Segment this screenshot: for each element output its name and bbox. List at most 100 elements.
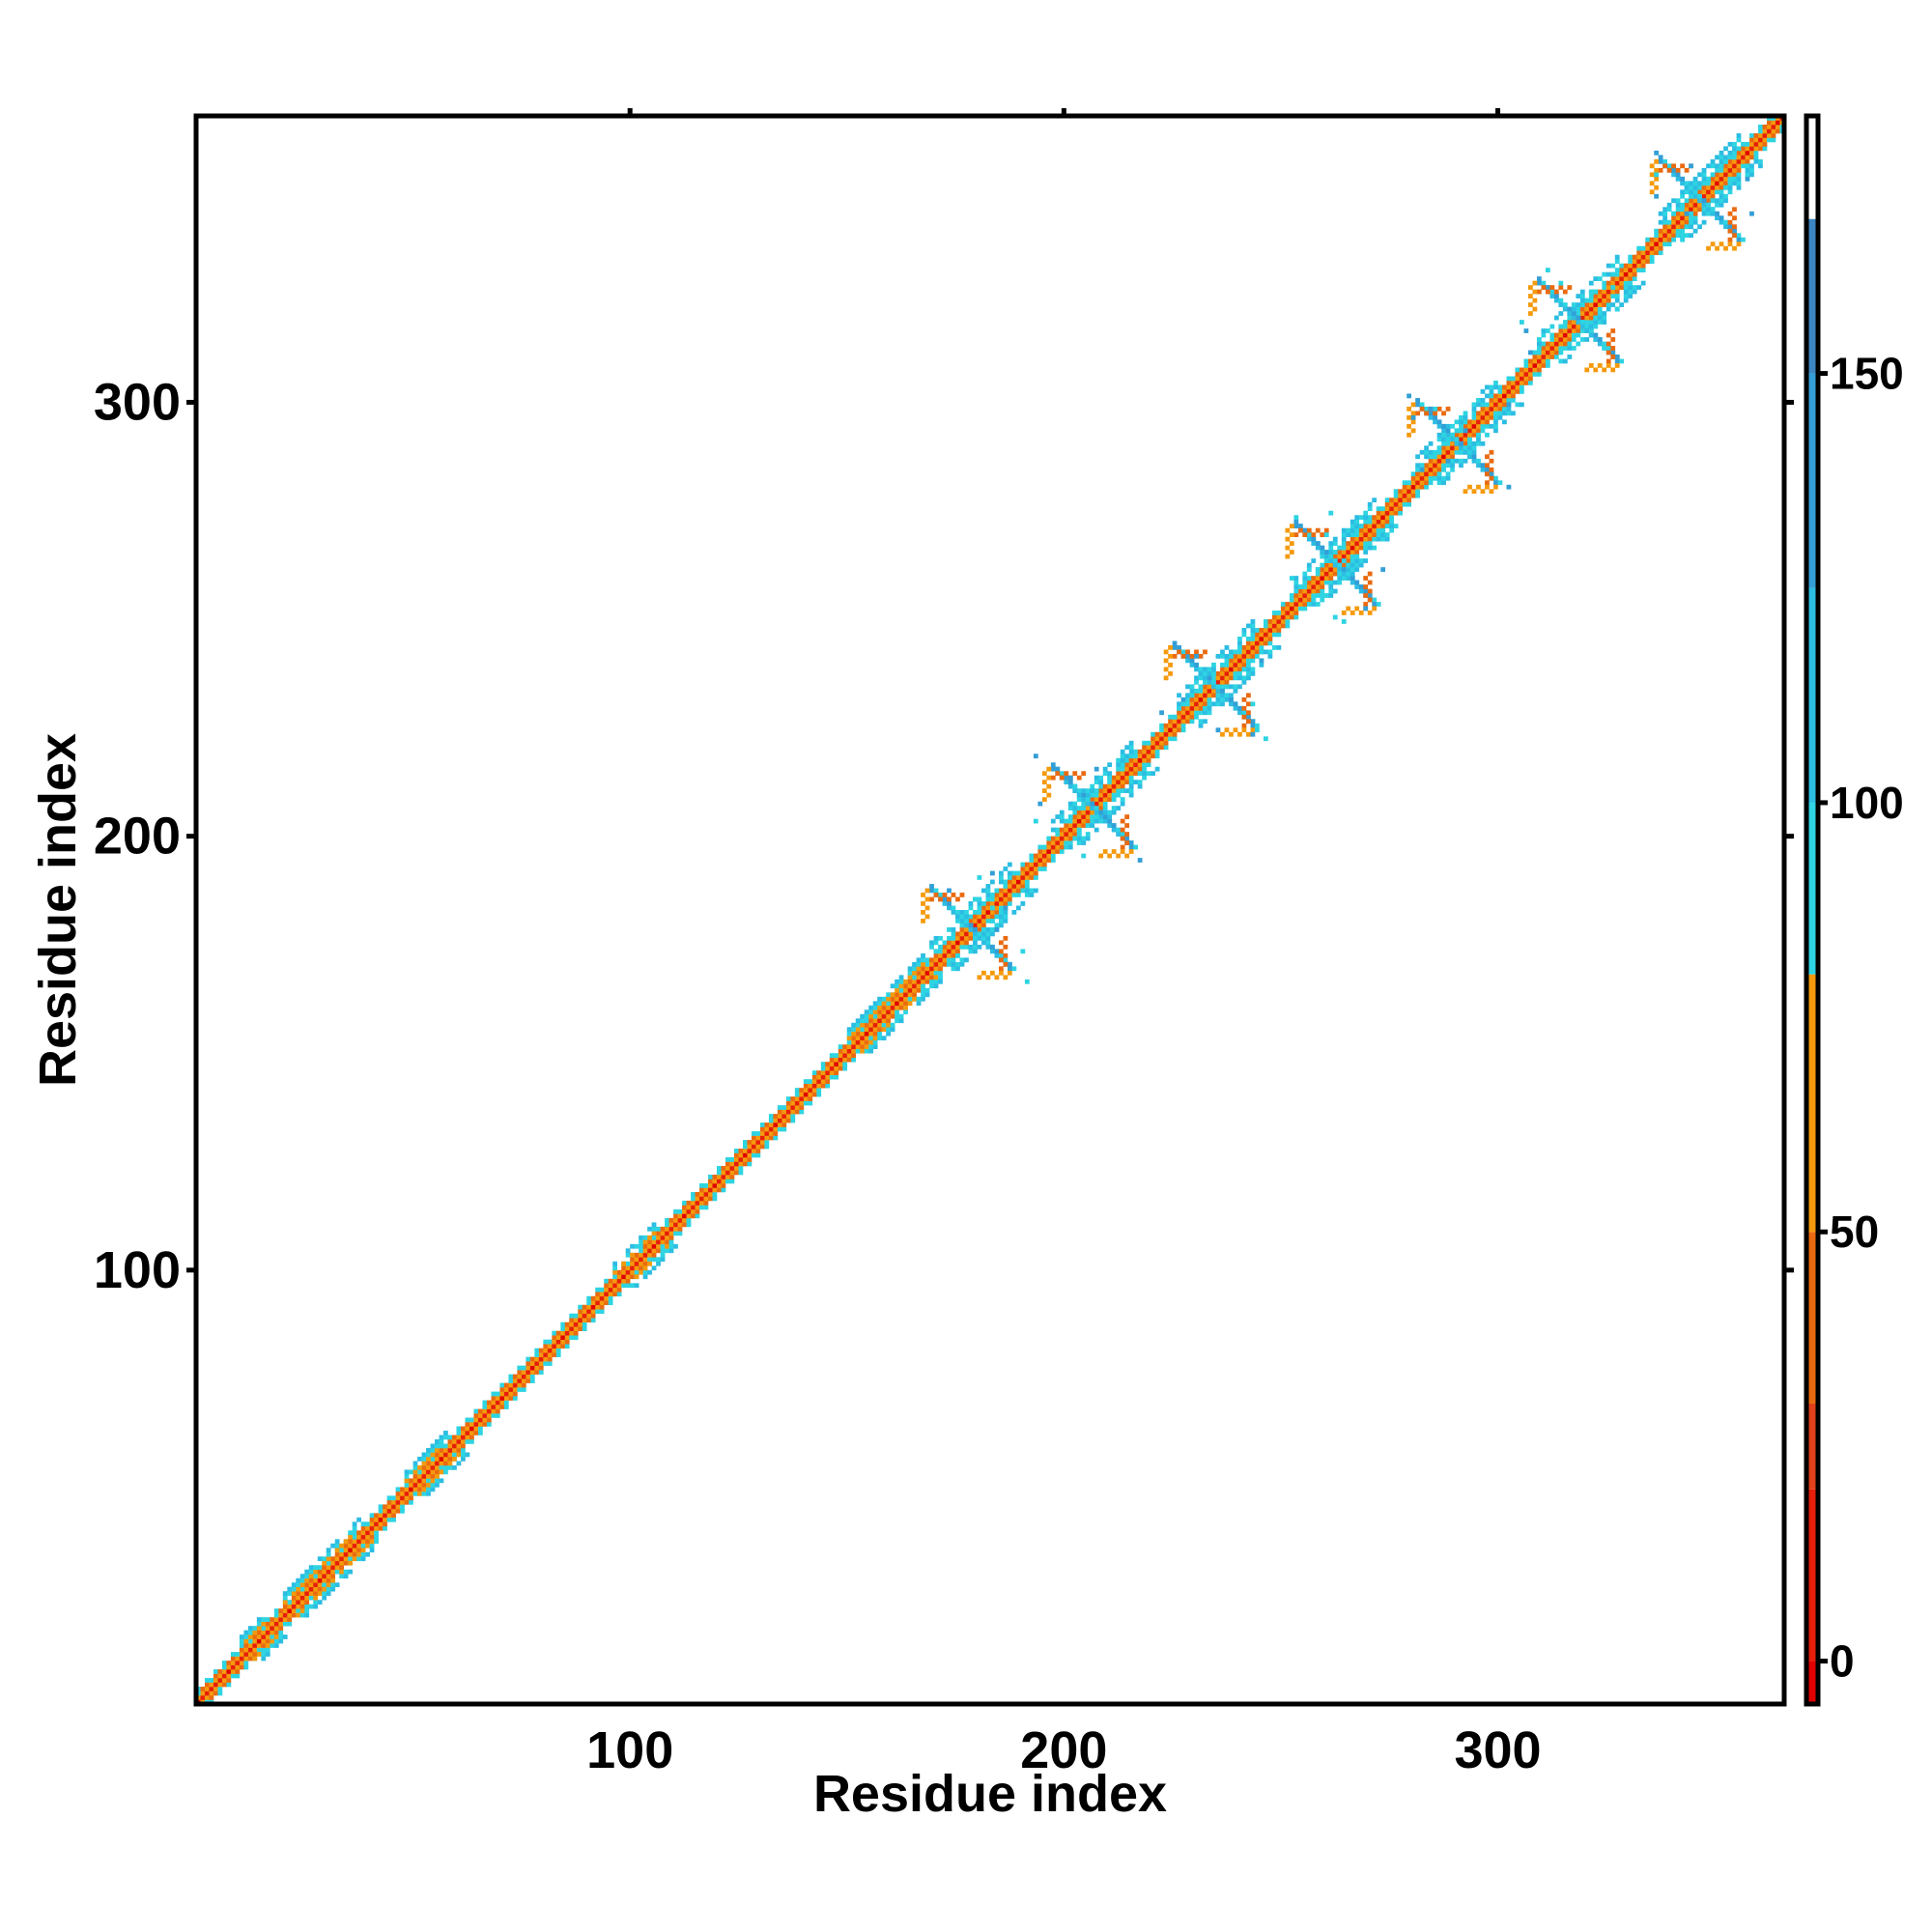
heatmap-cell (1085, 797, 1091, 802)
heatmap-cell (1220, 701, 1225, 707)
heatmap-cell (439, 1443, 444, 1449)
heatmap-cell (621, 1278, 626, 1284)
heatmap-cell (955, 896, 960, 902)
heatmap-cell (412, 1464, 418, 1470)
heatmap-cell (977, 931, 982, 937)
heatmap-cell (1593, 289, 1599, 295)
heatmap-cell (573, 1318, 579, 1323)
heatmap-cell (1293, 532, 1299, 537)
heatmap-cell (221, 1664, 227, 1670)
heatmap-cell (1116, 806, 1122, 810)
heatmap-cell (296, 1608, 301, 1613)
heatmap-cell (1250, 658, 1256, 664)
heatmap-cell (378, 1513, 384, 1519)
heatmap-cell (642, 1252, 648, 1258)
heatmap-cell (313, 1586, 319, 1592)
heatmap-cell (1715, 189, 1719, 195)
heatmap-cell (282, 1617, 288, 1622)
heatmap-cell (951, 949, 956, 954)
heatmap-cell (1323, 576, 1329, 581)
heatmap-cell (1727, 228, 1733, 234)
heatmap-cell (947, 961, 952, 967)
heatmap-cell (1011, 966, 1017, 972)
heatmap-cell (816, 1070, 822, 1075)
heatmap-cell (1076, 836, 1082, 841)
y-tick-label: 300 (94, 373, 181, 431)
heatmap-cell (1511, 388, 1516, 394)
heatmap-cell (477, 1426, 483, 1432)
heatmap-cell (1597, 337, 1603, 342)
heatmap-cell (1567, 346, 1573, 351)
heatmap-cell (820, 1083, 826, 1089)
heatmap-cell (1671, 211, 1676, 216)
heatmap-cell (512, 1382, 518, 1388)
heatmap-cell (230, 1673, 236, 1679)
heatmap-cell (933, 970, 939, 976)
heatmap-cell (582, 1313, 587, 1319)
heatmap-cell (781, 1105, 787, 1110)
heatmap-cell (1076, 792, 1082, 798)
heatmap-cell (426, 1473, 431, 1479)
heatmap-cell (1489, 467, 1494, 472)
heatmap-cell (326, 1577, 331, 1583)
heatmap-cell (1124, 823, 1130, 828)
heatmap-cell (278, 1638, 284, 1644)
heatmap-cell (1233, 684, 1238, 690)
heatmap-cell (1215, 670, 1221, 676)
heatmap-cell (1579, 294, 1585, 298)
heatmap-cell (1662, 219, 1668, 225)
heatmap-cell (313, 1591, 319, 1596)
heatmap-cell (1203, 701, 1208, 707)
heatmap-cell (1029, 858, 1035, 863)
heatmap-cell (599, 1300, 605, 1306)
heatmap-cell (1142, 745, 1147, 751)
heatmap-cell (1081, 836, 1087, 841)
heatmap-cell (1046, 840, 1052, 845)
heatmap-cell (921, 970, 925, 976)
heatmap-cell (1276, 645, 1282, 650)
heatmap-cell (1311, 541, 1317, 546)
heatmap-cell (938, 949, 943, 954)
heatmap-cell (1727, 189, 1733, 195)
heatmap-cell (1454, 440, 1460, 446)
heatmap-cell (1715, 181, 1719, 186)
heatmap-cell (898, 996, 904, 1002)
heatmap-cell (1684, 215, 1690, 221)
heatmap-cell (1293, 524, 1299, 529)
heatmap-cell (1315, 602, 1321, 607)
heatmap-cell (1567, 306, 1573, 312)
heatmap-cell (1753, 132, 1759, 138)
heatmap-cell (777, 1105, 782, 1110)
x-tick-label: 300 (1454, 1721, 1541, 1779)
heatmap-cell (1471, 419, 1477, 425)
heatmap-cell (1384, 506, 1390, 512)
heatmap-cell (1237, 645, 1242, 650)
heatmap-cell (313, 1577, 319, 1583)
heatmap-cell (1424, 475, 1429, 481)
heatmap-cell (1605, 346, 1611, 351)
heatmap-cell (1059, 836, 1065, 841)
heatmap-cell (1376, 602, 1381, 607)
heatmap-cell (816, 1088, 822, 1093)
heatmap-cell (1384, 510, 1390, 516)
heatmap-cell (1558, 341, 1564, 347)
heatmap-cell (1384, 519, 1390, 525)
heatmap-cell (1064, 823, 1069, 828)
heatmap-cell (829, 1065, 835, 1071)
heatmap-cell (421, 1461, 427, 1466)
heatmap-cell (204, 1687, 210, 1691)
heatmap-cell (1732, 158, 1737, 164)
heatmap-cell (217, 1682, 223, 1688)
heatmap-cell (1767, 120, 1772, 126)
heatmap-cell (1055, 771, 1061, 777)
heatmap-cell (717, 1166, 722, 1171)
heatmap-cell (1328, 541, 1334, 546)
heatmap-cell (1736, 158, 1742, 164)
heatmap-cell (409, 1469, 413, 1475)
heatmap-cell (985, 893, 991, 897)
heatmap-cell (1107, 771, 1113, 777)
heatmap-cell (1124, 762, 1130, 768)
colorbar-bin (1806, 218, 1818, 374)
heatmap-cell (1203, 684, 1208, 690)
heatmap-cell (973, 926, 978, 932)
